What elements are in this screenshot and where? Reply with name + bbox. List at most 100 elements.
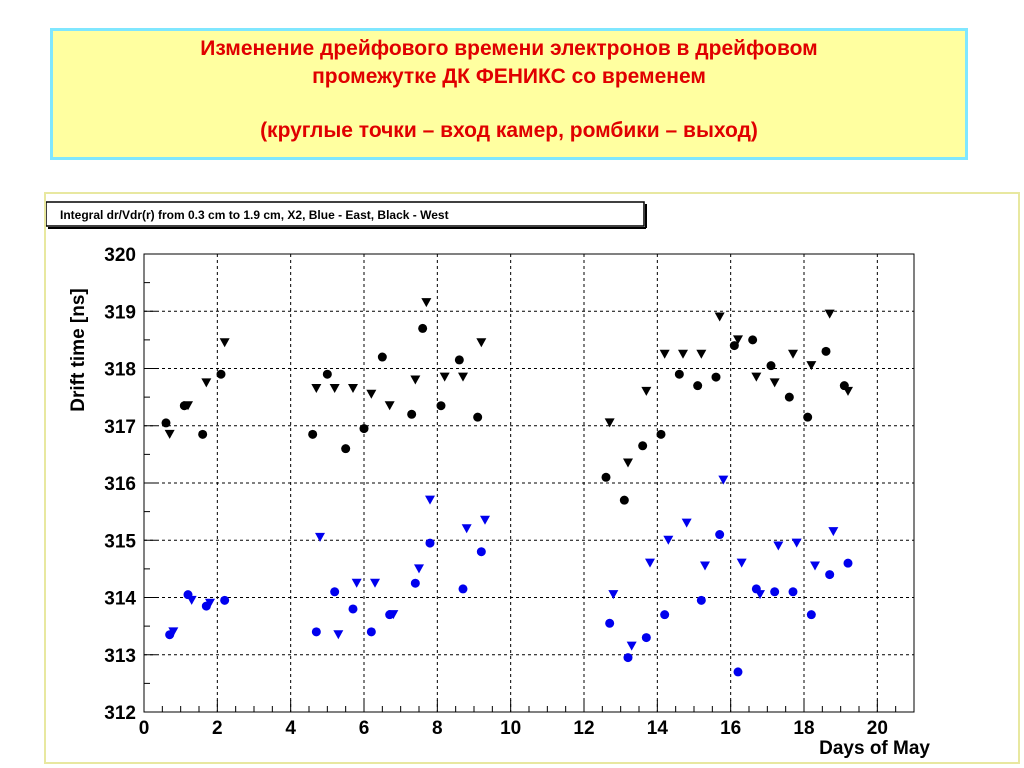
plot-frame: 0 2 4 6 8 10 12 14 16 18 20 312 313 314 315 316 317 318 31… [44,192,1020,764]
point-west-in [377,352,387,362]
y-tick-label: 313 [104,646,136,667]
point-west-out [219,338,230,348]
point-east-out [608,590,619,600]
point-west-out [421,298,432,308]
point-east-in [311,627,321,637]
point-west-in [454,355,464,365]
point-west-in [803,412,813,422]
point-east-out [315,532,325,542]
point-east-out [414,564,424,574]
point-east-in [348,604,358,614]
point-west-in [784,392,794,402]
point-west-in [341,444,351,454]
axes: 0 2 4 6 8 10 12 14 16 18 20 312 313 314 315 316 317 318 31… [104,245,915,739]
point-west-in [693,381,703,391]
point-east-out [480,515,490,525]
point-west-out [733,335,743,345]
y-tick-label: 312 [104,703,136,724]
point-east-in [425,538,435,548]
y-axis-label: Drift time [ns] [68,288,89,412]
point-west-in [308,429,318,439]
x-tick-label: 6 [359,718,370,739]
x-tick-label: 2 [212,718,223,739]
point-east-in [770,587,780,597]
point-west-out [604,418,615,428]
point-west-out [458,372,468,382]
point-west-out [410,375,421,385]
point-east-in [410,578,420,588]
point-west-in [198,429,208,439]
point-east-in [788,587,798,597]
grid [144,254,914,712]
x-tick-label: 10 [500,718,521,739]
point-west-in [407,409,417,419]
point-west-in [436,401,446,411]
point-east-in [825,570,835,580]
point-west-in [656,429,666,439]
point-west-out [769,378,780,388]
point-east-in [458,584,468,594]
x-tick-label: 16 [720,718,741,739]
title-panel: Изменение дрейфового времени электронов … [50,28,968,160]
point-west-in [473,412,483,422]
point-east-out [461,524,472,534]
point-west-out [806,361,817,371]
point-west-in [418,323,428,333]
point-east-out [388,610,399,620]
point-east-out [828,527,839,537]
point-east-out [791,538,802,548]
point-west-in [601,472,611,482]
point-west-in [359,424,369,434]
point-west-out [843,386,853,396]
point-west-out [384,401,395,411]
data-points [161,298,853,677]
x-tick-label: 12 [573,718,594,739]
point-east-out [168,627,179,637]
point-east-out [370,578,380,588]
point-west-out [366,389,377,399]
point-west-out [659,349,670,359]
point-west-in [322,369,332,379]
title-line-2: промежутке ДК ФЕНИКС со временем [312,65,706,88]
point-east-in [476,547,486,557]
y-tick-label: 319 [104,302,136,323]
point-east-out [718,475,729,485]
x-tick-label: 0 [139,718,150,739]
point-west-in [638,441,648,451]
x-tick-label: 4 [285,718,296,739]
point-east-out [351,578,362,588]
point-east-in [843,558,853,568]
chart-title: Integral dr/Vdr(r) from 0.3 cm to 1.9 cm… [60,208,449,222]
y-tick-label: 320 [104,245,136,266]
x-tick-label: 14 [647,718,669,739]
y-tick-label: 317 [104,417,136,438]
y-tick-label: 318 [104,360,136,381]
point-east-out [626,641,637,651]
point-west-out [678,349,688,359]
y-tick-label: 314 [104,589,136,610]
point-west-out [641,386,652,396]
point-east-out [700,561,710,571]
title-line-1: Изменение дрейфового времени электронов … [200,37,818,60]
point-east-in [733,667,743,677]
point-west-in [766,361,776,371]
point-west-in [619,495,629,505]
point-west-out [329,384,340,394]
x-tick-label: 18 [793,718,814,739]
point-east-in [605,618,615,628]
point-east-in [715,530,725,540]
point-west-out [824,309,835,319]
point-west-in [748,335,758,345]
point-west-in [711,372,721,382]
title-subtitle: (круглые точки – вход камер, ромбики – в… [260,119,758,142]
point-east-in [660,610,670,620]
point-west-out [788,349,798,359]
point-east-in [641,633,651,643]
x-axis-label: Days of May [819,738,930,759]
point-west-out [311,384,322,394]
point-east-out [186,595,197,605]
point-west-in [216,369,226,379]
point-east-out [810,561,820,571]
point-east-in [366,627,376,637]
point-east-out [755,590,765,600]
